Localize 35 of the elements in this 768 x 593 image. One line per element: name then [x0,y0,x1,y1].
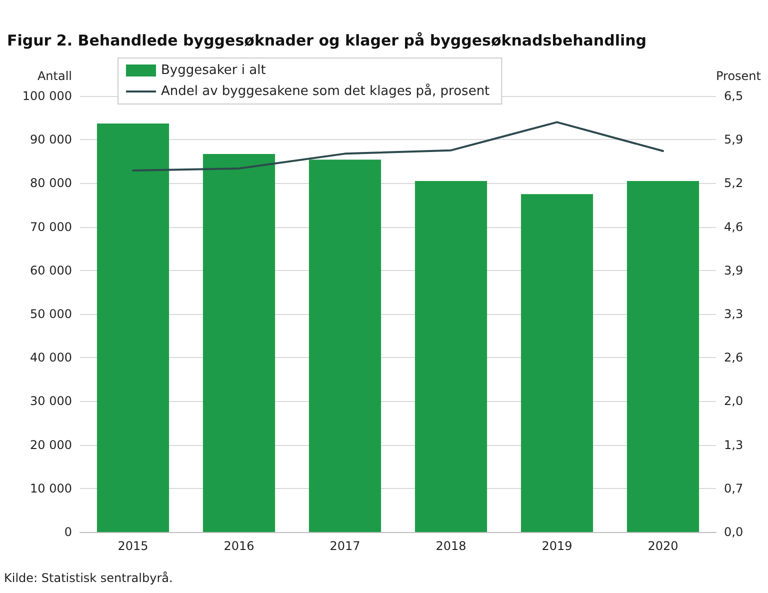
line-series [132,121,664,172]
y2-tick-label: 2,6 [724,350,744,365]
chart-title: Figur 2. Behandlede byggesøknader og klager på byggesøknadsbehandling [7,32,647,50]
y-tick-label: 60 000 [30,263,72,278]
y-tick-label: 40 000 [30,350,72,365]
y2-tick-label: 1,3 [724,438,744,452]
y-tick-label: 70 000 [30,220,72,234]
y-tick-label: 0 [64,525,72,539]
x-tick-label: 2017 [330,539,360,553]
y2-tick-label: 0,0 [724,525,744,539]
y-tick-label: 80 000 [30,176,72,190]
y2-tick-label: 3,9 [724,263,744,278]
legend-label: Byggesaker i alt [161,63,266,78]
y2-tick-label: 2,0 [724,394,744,408]
x-tick-label: 2019 [542,539,572,553]
y2-tick-label: 0,7 [724,481,744,496]
y2-tick-label: 4,6 [724,220,744,234]
x-tick-label: 2018 [436,539,466,553]
y-tick-label: 10 000 [30,481,72,496]
y-tick-label: 90 000 [30,132,72,147]
text: Kilde: Statistisk sentralbyrå. [4,571,173,585]
x-tick-label: 2020 [648,539,678,553]
y2-tick-label: 5,9 [724,132,744,147]
y-tick-label: 20 000 [30,438,72,452]
x-tick-label: 2015 [118,539,148,553]
y-tick-label: 30 000 [30,394,72,408]
y-axis-title: Antall [37,69,72,83]
y2-axis-title: Prosent [716,69,762,83]
legend-label: Andel av byggesakene som det klages på, prosent [161,83,490,99]
x-tick-label: 2016 [224,539,254,553]
y2-tick-label: 5,2 [724,176,744,190]
y-tick-label: 100 000 [22,89,72,103]
y-tick-label: 50 000 [30,307,72,321]
y2-tick-label: 3,3 [724,307,744,321]
y2-tick-label: 6,5 [724,89,744,103]
